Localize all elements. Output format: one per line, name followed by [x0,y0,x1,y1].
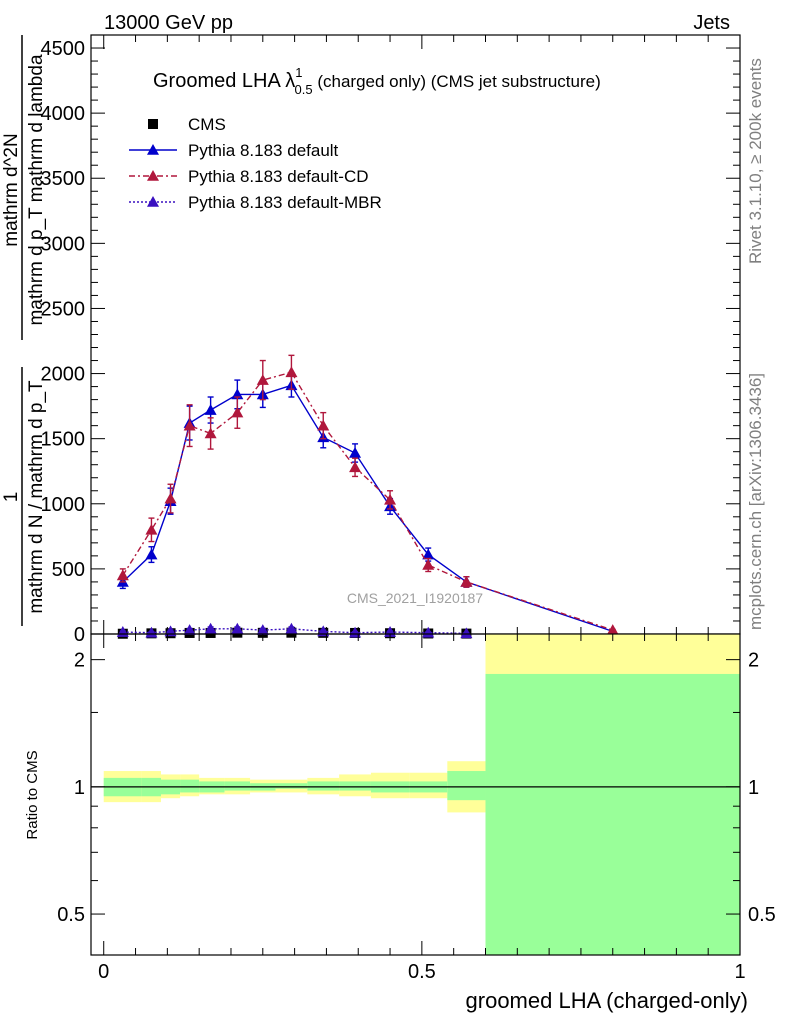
data-point [204,427,217,439]
legend-label: Pythia 8.183 default [188,141,339,160]
data-point [145,548,158,560]
ratio-y-tick-label-right: 0.5 [748,904,776,926]
legend-entry: Pythia 8.183 default-MBR [129,193,382,212]
data-point [349,461,362,473]
x-tick-label: 0 [98,961,109,983]
data-point [384,493,397,505]
data-point [231,406,244,418]
ratio-frame [90,633,741,956]
chart-title: Groomed LHA λ1 0.5 (charged only) (CMS je… [153,65,601,97]
legend-marker [147,170,159,181]
legend-marker [147,196,159,207]
data-point [317,419,330,431]
legend-entry: CMS [148,115,226,134]
y-tick-label: 1500 [41,429,86,451]
data-point [183,624,196,635]
energy-label: 13000 GeV pp [104,12,233,34]
data-point [422,558,435,570]
ratio-panel: 0 0.5 1 0.5 0.5 1 1 2 2 [57,633,776,983]
data-point [285,366,298,378]
chart-title-main: Groomed LHA λ [153,70,295,92]
data-point [145,523,158,535]
ratio-band-inner [447,771,486,801]
data-point [460,627,473,639]
ratio-band-inner [180,779,200,793]
data-point [116,569,129,581]
data-point [256,374,269,385]
ratio-y-tick-label-right: 2 [748,650,759,672]
data-point [606,624,619,635]
rivet-label: Rivet 3.1.10, ≥ 200k events [746,58,765,264]
data-point [164,492,177,504]
ratio-y-tick-label: 1 [74,777,85,799]
legend-marker [147,144,159,155]
legend: CMS Pythia 8.183 default Pythia 8.183 defa… [129,115,382,212]
data-point [285,622,298,634]
y-tick-label: 4000 [41,103,86,125]
data-point [204,622,217,634]
ratio-band-inner [307,781,340,791]
y-tick-label: 500 [52,559,85,581]
data-point [422,548,435,560]
legend-marker [148,119,158,129]
data-point [231,622,244,634]
ratio-y-axis-label: Ratio to CMS [24,750,41,839]
analysis-watermark: CMS_2021_I1920187 [347,590,483,606]
data-point [349,446,362,458]
main-y-axis-label: 1 mathrm d N / mathrm d p_T mathrm d^2N … [1,35,47,626]
ratio-y-tick-label: 0.5 [57,904,85,926]
main-panel: 0 500 1000 1500 2000 2500 3000 3500 4000 4500 [41,34,741,646]
mcplots-label: mcplots.cern.ch [arXiv:1306.3436] [746,373,765,630]
chart-title-sub: 0.5 [295,82,313,97]
y-tick-label: 0 [74,624,85,646]
data-point [204,404,217,415]
ratio-band-inner [224,781,251,791]
legend-label: Pythia 8.183 default-MBR [188,193,382,212]
legend-label: Pythia 8.183 default-CD [188,167,369,186]
series-pythia-8-183-default-cd [116,354,619,635]
x-tick-label: 0.5 [408,961,436,983]
y-tick-label: 4500 [41,38,86,60]
chart-title-sup: 1 [295,65,302,80]
data-point [145,626,158,638]
chart-title-suffix: (charged only) (CMS jet substructure) [313,72,601,91]
series-line [122,371,613,631]
ylabel-rhs-denominator: mathrm d p_T mathrm d lambda [26,54,47,325]
legend-label: CMS [188,115,226,134]
data-point [183,419,196,431]
ratio-y-tick-label: 2 [74,650,85,672]
x-axis-label: groomed LHA (charged-only) [466,988,748,1013]
ratio-band-inner [339,781,371,791]
legend-entry: Pythia 8.183 default [129,141,339,160]
legend-entry: Pythia 8.183 default-CD [129,167,369,186]
x-tick-label: 1 [734,961,745,983]
ratio-band-inner [485,673,740,955]
y-tick-label: 3500 [41,168,86,190]
ratio-band-inner [275,783,308,789]
y-tick-label: 1000 [41,494,86,516]
data-point [256,624,269,635]
ylabel-denominator: mathrm d N / mathrm d p_T [26,380,47,614]
y-tick-label: 3000 [41,233,86,255]
y-tick-label: 2000 [41,364,86,386]
data-point [460,575,473,587]
y-tick-label: 2500 [41,298,86,320]
data-point [422,626,435,638]
ylabel-numerator: 1 [1,492,22,503]
process-label: Jets [693,12,730,34]
ylabel-rhs-numerator: mathrm d^2N [1,133,22,246]
ratio-y-tick-label-right: 1 [748,777,759,799]
